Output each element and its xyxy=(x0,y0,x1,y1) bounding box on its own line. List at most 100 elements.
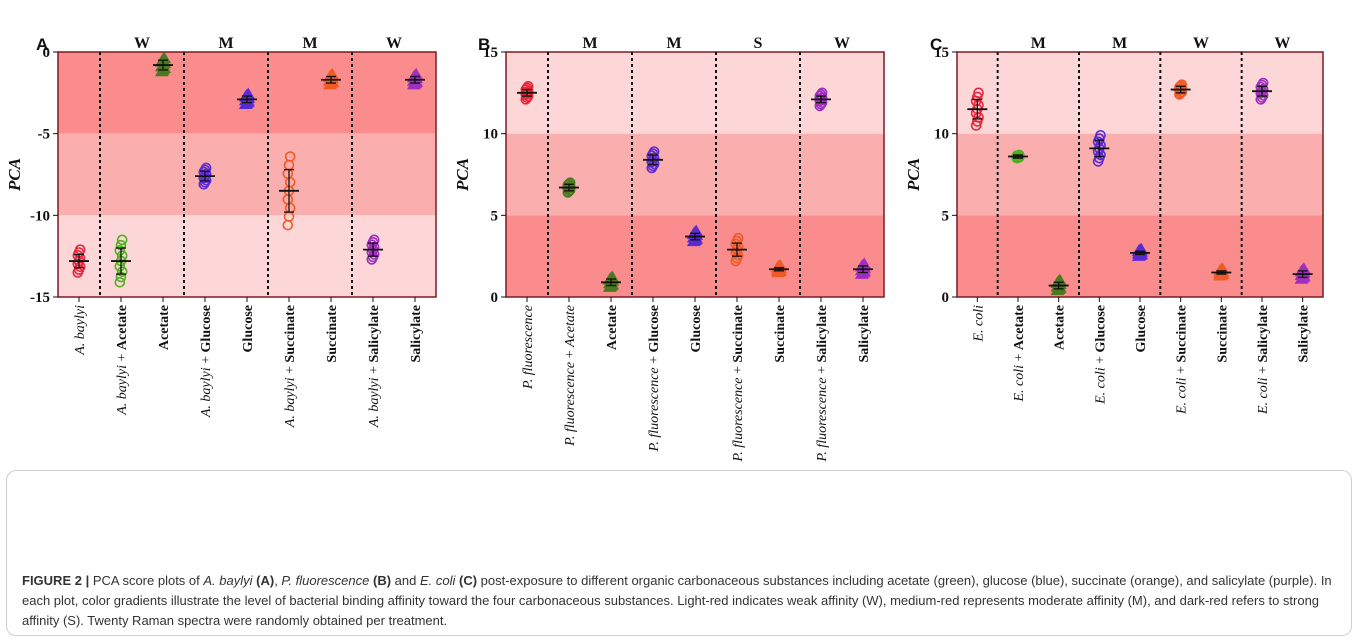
data-point xyxy=(368,234,380,246)
label-species: P. fluorescence xyxy=(731,377,746,462)
caption-text: post-exposure to different organic carbo… xyxy=(22,573,1332,628)
label-plus: + xyxy=(199,352,214,367)
label-substance: Acetate xyxy=(1012,305,1027,350)
data-point xyxy=(816,87,828,99)
y-axis-label: PCA xyxy=(453,158,472,192)
label-species: P. fluorescence xyxy=(521,305,536,390)
label-plus: + xyxy=(731,363,746,378)
label-plus: + xyxy=(647,352,662,367)
label-substance: Succinate xyxy=(731,305,746,363)
label-substance: Succinate xyxy=(773,305,788,363)
x-tick-label: Succinate xyxy=(325,305,340,363)
x-tick-label: A. baylyi + Succinate xyxy=(283,305,298,428)
x-tick-label: E. coli xyxy=(971,305,986,343)
affinity-band-moderate xyxy=(58,133,436,216)
label-species: P. fluorescence xyxy=(815,377,830,462)
label-substance: Acetate xyxy=(1053,305,1068,350)
affinity-label: W xyxy=(1274,35,1290,52)
affinity-band-moderate xyxy=(957,133,1323,216)
label-plus: + xyxy=(1175,363,1190,378)
data-point xyxy=(114,276,126,288)
label-substance: Glucose xyxy=(647,305,662,352)
label-substance: Succinate xyxy=(283,305,298,363)
label-substance: Glucose xyxy=(1134,305,1149,352)
caption-species: P. fluorescence xyxy=(281,573,370,588)
affinity-label: W xyxy=(134,35,150,52)
label-species: P. fluorescence xyxy=(647,367,662,452)
affinity-label: M xyxy=(666,35,681,52)
x-tick-label: Salicylate xyxy=(409,305,424,363)
label-substance: Salicylate xyxy=(1256,305,1271,363)
data-point xyxy=(116,234,128,246)
label-substance: Acetate xyxy=(605,305,620,350)
data-point xyxy=(522,81,534,92)
data-point xyxy=(648,146,660,157)
label-plus: + xyxy=(1093,352,1108,367)
label-substance: Succinate xyxy=(1215,305,1230,363)
caption-panel-ref: (A) xyxy=(256,573,275,588)
label-plus: + xyxy=(563,347,578,362)
y-tick-label: 10 xyxy=(934,127,949,143)
label-species: A. baylyi xyxy=(73,305,88,356)
label-species: E. coli xyxy=(1256,377,1271,415)
data-point xyxy=(116,266,128,277)
label-plus: + xyxy=(115,350,130,365)
y-axis-label: PCA xyxy=(5,158,24,192)
affinity-label: S xyxy=(754,35,763,52)
y-tick-label: -5 xyxy=(38,127,51,143)
y-tick-label: 0 xyxy=(942,290,950,306)
affinity-band-weak xyxy=(957,52,1323,134)
affinity-label: M xyxy=(302,35,317,52)
data-point xyxy=(1174,81,1185,93)
x-tick-label: A. baylyi + Glucose xyxy=(199,305,214,418)
label-plus: + xyxy=(1256,363,1271,378)
x-tick-label: Acetate xyxy=(605,305,620,350)
data-point xyxy=(284,151,296,162)
caption-panel-ref: (C) xyxy=(458,573,478,588)
label-substance: Acetate xyxy=(157,305,172,350)
panel-letter: C xyxy=(930,35,942,54)
x-tick-label: P. fluorescence + Glucose xyxy=(647,305,662,452)
label-species: E. coli xyxy=(971,305,986,343)
label-substance: Acetate xyxy=(563,305,578,348)
caption-species: E. coli xyxy=(419,573,456,588)
label-plus: + xyxy=(815,363,830,378)
y-tick-label: 5 xyxy=(491,208,499,224)
label-plus: + xyxy=(283,363,298,378)
x-tick-label: Glucose xyxy=(1134,305,1149,352)
label-species: E. coli xyxy=(1093,367,1108,405)
affinity-label: M xyxy=(218,35,233,52)
x-tick-label: A. baylyi + Acetate xyxy=(115,305,130,416)
x-tick-label: P. fluorescence + Salicylate xyxy=(815,305,830,462)
x-tick-label: Acetate xyxy=(157,305,172,350)
affinity-label: M xyxy=(1112,35,1127,52)
label-species: E. coli xyxy=(1175,377,1190,415)
data-point xyxy=(973,87,984,99)
label-plus: + xyxy=(367,363,382,378)
y-tick-label: -10 xyxy=(30,208,50,224)
caption-text: , xyxy=(274,573,282,588)
label-substance: Succinate xyxy=(325,305,340,363)
x-tick-label: Acetate xyxy=(1053,305,1068,350)
x-tick-label: Salicylate xyxy=(857,305,872,363)
data-point xyxy=(1257,77,1269,89)
y-tick-label: 10 xyxy=(483,127,498,143)
data-point xyxy=(200,162,212,174)
label-substance: Salicylate xyxy=(815,305,830,363)
x-tick-label: Glucose xyxy=(241,305,256,352)
label-substance: Salicylate xyxy=(857,305,872,363)
x-tick-label: E. coli + Glucose xyxy=(1093,305,1108,405)
affinity-band-moderate xyxy=(506,133,884,216)
label-species: A. baylyi xyxy=(283,377,298,428)
x-tick-label: E. coli + Salicylate xyxy=(1256,305,1271,415)
affinity-label: W xyxy=(386,35,402,52)
figure-caption: FIGURE 2 | PCA score plots of A. baylyi … xyxy=(22,571,1332,631)
affinity-label: M xyxy=(582,35,597,52)
x-tick-label: Succinate xyxy=(773,305,788,363)
x-tick-label: P. fluorescence xyxy=(521,305,536,390)
caption-species: A. baylyi xyxy=(203,573,253,588)
label-substance: Salicylate xyxy=(367,305,382,363)
